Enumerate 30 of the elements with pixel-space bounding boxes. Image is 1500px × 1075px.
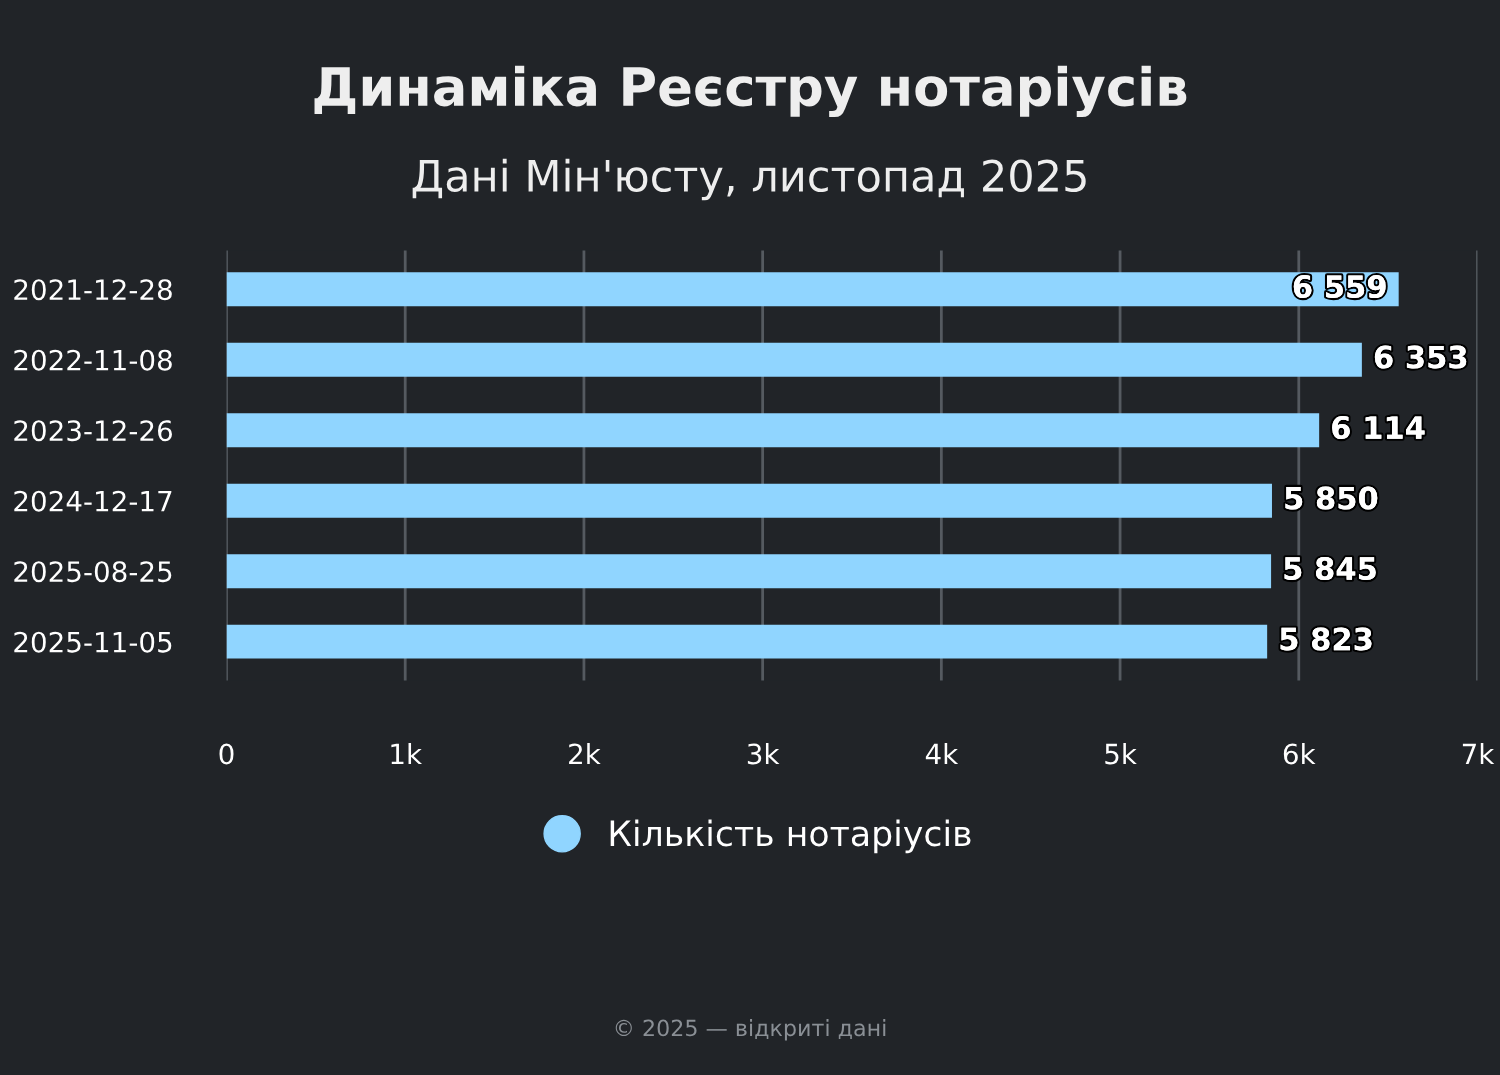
bar [226,342,1362,377]
text: © 2025 — відкриті дані [615,1019,886,1041]
chart-subtitle: Дані Мін'юсту, листопад 2025 [412,158,1086,201]
x-tick-label: 2k [569,742,601,765]
data-label: 6 559 [1293,275,1386,299]
bar [226,272,1399,307]
y-tick-label: 2025-08-25 [14,561,172,583]
data-label: 5 823 [1280,627,1372,651]
bar [226,483,1272,518]
x-tick-label: 3k [747,742,780,765]
y-tick-label: 2023-12-26 [14,420,172,442]
x-tick-label: 6k [1283,742,1316,765]
x-tick-label: 4k [925,742,959,765]
x-tick-label: 7k [1462,742,1495,765]
data-label: 5 845 [1284,556,1376,581]
x-tick-label: 1k [391,742,423,765]
data-label: 6 353 [1374,345,1467,369]
x-tick-label: 5k [1105,742,1137,765]
legend-label: Кількість нотаріусів [610,819,971,854]
y-tick-label: 2024-12-17 [14,490,172,512]
bar [226,624,1268,659]
y-tick-label: 2022-11-08 [14,349,172,371]
bar [226,413,1320,448]
data-label: 6 114 [1332,416,1425,440]
bar [226,554,1272,589]
x-tick-label: 0 [219,743,234,765]
y-tick-label: 2025-11-05 [14,631,172,653]
chart-title: Динаміка Реєстру нотаріусів [314,65,1187,118]
y-tick-label: 2021-12-28 [14,279,172,301]
data-label: 5 850 [1285,486,1378,510]
